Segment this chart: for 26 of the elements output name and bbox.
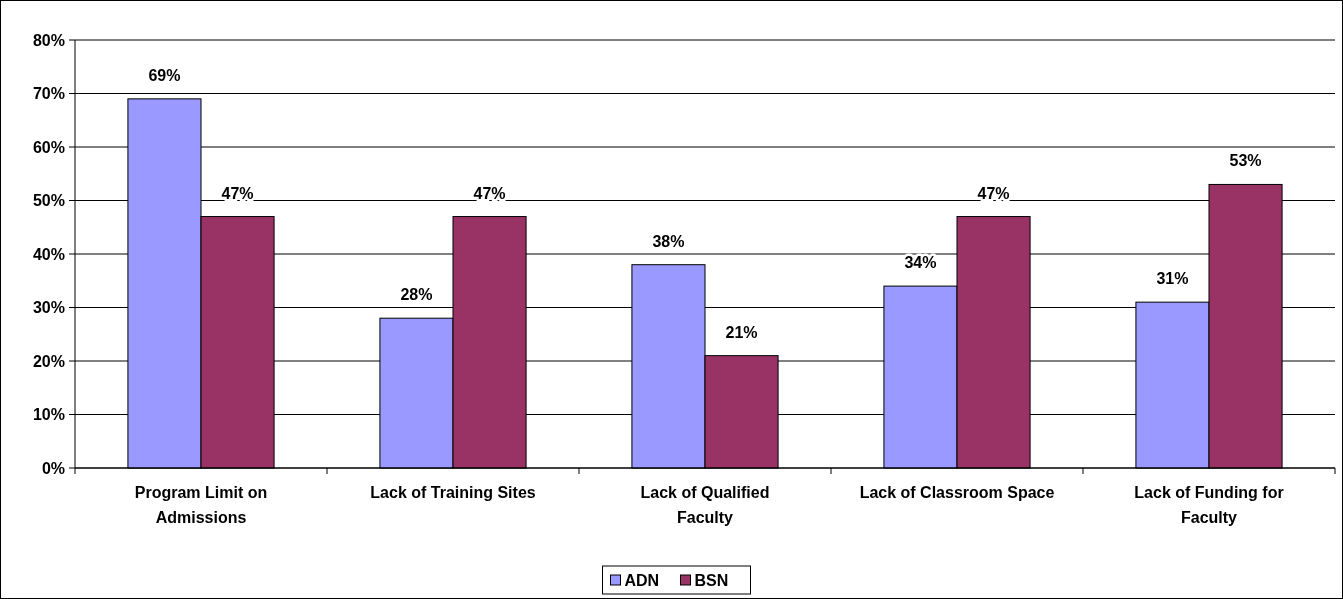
y-tick-label: 10% xyxy=(32,406,65,424)
y-tick-label: 20% xyxy=(32,352,65,370)
data-label: 47% xyxy=(221,184,254,202)
y-tick-label: 60% xyxy=(32,138,65,156)
x-tick-label: Lack of Classroom Space xyxy=(859,484,1055,501)
y-tick-label: 0% xyxy=(41,459,65,477)
data-label: 47% xyxy=(473,184,506,202)
data-label: 31% xyxy=(1156,270,1189,288)
y-tick-label: 50% xyxy=(32,192,65,210)
data-label: 53% xyxy=(1229,152,1262,170)
data-label: 28% xyxy=(400,286,433,304)
y-tick-label: 70% xyxy=(32,85,65,103)
data-label: 69% xyxy=(148,66,181,84)
x-tick-label: Program Limit on Admissions xyxy=(134,484,268,526)
data-label: 47% xyxy=(977,184,1010,202)
legend-label: BSN xyxy=(694,571,729,589)
data-label: 34% xyxy=(904,254,937,272)
legend-label: ADN xyxy=(624,571,660,589)
y-tick-label: 30% xyxy=(32,299,65,317)
data-label: 38% xyxy=(652,232,685,250)
x-tick-label: Lack of Training Sites xyxy=(370,484,536,501)
y-tick-label: 80% xyxy=(32,31,65,49)
data-label: 21% xyxy=(725,323,758,341)
x-tick-label: Lack of Funding for Faculty xyxy=(1134,484,1284,526)
x-tick-label: Lack of Qualified Faculty xyxy=(640,484,770,526)
y-tick-label: 40% xyxy=(32,245,65,263)
